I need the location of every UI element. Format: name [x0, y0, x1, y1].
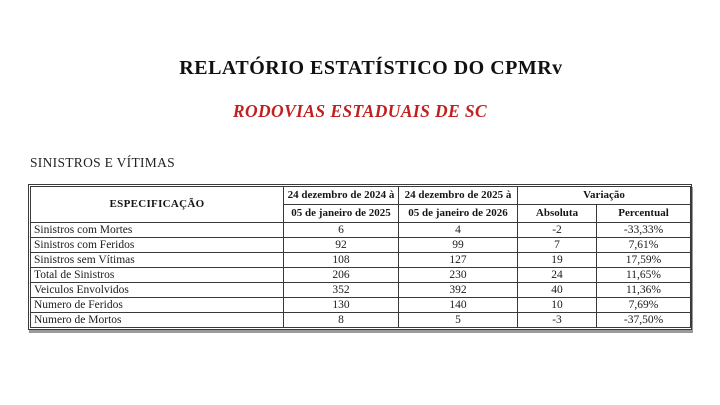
table-header-row-2: 05 de janeiro de 2025 05 de janeiro de 2… — [31, 204, 692, 223]
value-percent: -33,33% — [595, 222, 692, 238]
value-absolute: 24 — [517, 267, 597, 283]
value-absolute: 10 — [517, 297, 597, 313]
value-period2: 392 — [398, 282, 518, 298]
value-period1: 92 — [283, 237, 399, 253]
column-header-period2-line2: 05 de janeiro de 2026 — [398, 204, 518, 223]
value-percent: 17,59% — [595, 252, 692, 268]
table-row: Numero de Feridos 130 140 10 7,69% — [30, 297, 692, 313]
page-subtitle: RODOVIAS ESTADUAIS DE SC — [232, 101, 488, 121]
value-period1: 352 — [283, 282, 399, 298]
value-absolute: -3 — [517, 312, 597, 328]
value-absolute: 40 — [517, 282, 597, 298]
row-label: Numero de Mortos — [30, 312, 284, 328]
section-heading: SINISTROS E VÍTIMAS — [30, 155, 175, 170]
row-label: Sinistros sem Vítimas — [30, 252, 284, 268]
value-absolute: 19 — [517, 252, 597, 268]
page-title: RELATÓRIO ESTATÍSTICO DO CPMRv — [179, 57, 563, 79]
statistics-table: ESPECIFICAÇÃO 24 dezembro de 2024 à 24 d… — [30, 186, 692, 328]
value-period2: 140 — [398, 297, 518, 313]
row-label: Veiculos Envolvidos — [30, 282, 284, 298]
row-label: Total de Sinistros — [30, 267, 284, 283]
value-absolute: 7 — [517, 237, 597, 253]
row-label: Numero de Feridos — [30, 297, 284, 313]
row-label: Sinistros com Mortes — [30, 222, 284, 238]
column-header-percentual: Percentual — [595, 204, 692, 223]
table-header-row-1: ESPECIFICAÇÃO 24 dezembro de 2024 à 24 d… — [30, 186, 692, 223]
value-period2: 99 — [398, 237, 518, 253]
column-header-period2-line1: 24 dezembro de 2025 à — [398, 186, 518, 205]
value-absolute: -2 — [517, 222, 597, 238]
value-period2: 5 — [398, 312, 518, 328]
value-percent: -37,50% — [595, 312, 692, 328]
table-row: Sinistros sem Vítimas 108 127 19 17,59% — [30, 252, 692, 268]
value-period1: 108 — [283, 252, 399, 268]
column-header-especificacao: ESPECIFICAÇÃO — [30, 186, 284, 223]
column-header-period1-line2: 05 de janeiro de 2025 — [283, 204, 399, 223]
value-period1: 206 — [283, 267, 399, 283]
column-header-absoluta: Absoluta — [517, 204, 597, 223]
column-header-variacao: Variação — [516, 186, 692, 205]
table-body: Sinistros com Mortes 6 4 -2 -33,33% Sini… — [30, 222, 692, 328]
value-percent: 11,36% — [595, 282, 692, 298]
value-period1: 6 — [283, 222, 399, 238]
value-period2: 4 — [398, 222, 518, 238]
table-header: ESPECIFICAÇÃO 24 dezembro de 2024 à 24 d… — [30, 186, 692, 223]
table-row: Sinistros com Feridos 92 99 7 7,61% — [30, 237, 692, 253]
table-row: Numero de Mortos 8 5 -3 -37,50% — [30, 312, 692, 328]
table-row: Sinistros com Mortes 6 4 -2 -33,33% — [30, 222, 692, 238]
value-percent: 7,69% — [595, 297, 692, 313]
value-percent: 7,61% — [595, 237, 692, 253]
value-percent: 11,65% — [595, 267, 692, 283]
value-period2: 230 — [398, 267, 518, 283]
value-period1: 8 — [283, 312, 399, 328]
table-row: Total de Sinistros 206 230 24 11,65% — [30, 267, 692, 283]
table-row: Veiculos Envolvidos 352 392 40 11,36% — [30, 282, 692, 298]
statistics-table-frame: ESPECIFICAÇÃO 24 dezembro de 2024 à 24 d… — [28, 184, 692, 330]
value-period2: 127 — [398, 252, 518, 268]
value-period1: 130 — [283, 297, 399, 313]
row-label: Sinistros com Feridos — [30, 237, 284, 253]
column-header-period1-line1: 24 dezembro de 2024 à — [283, 186, 399, 205]
